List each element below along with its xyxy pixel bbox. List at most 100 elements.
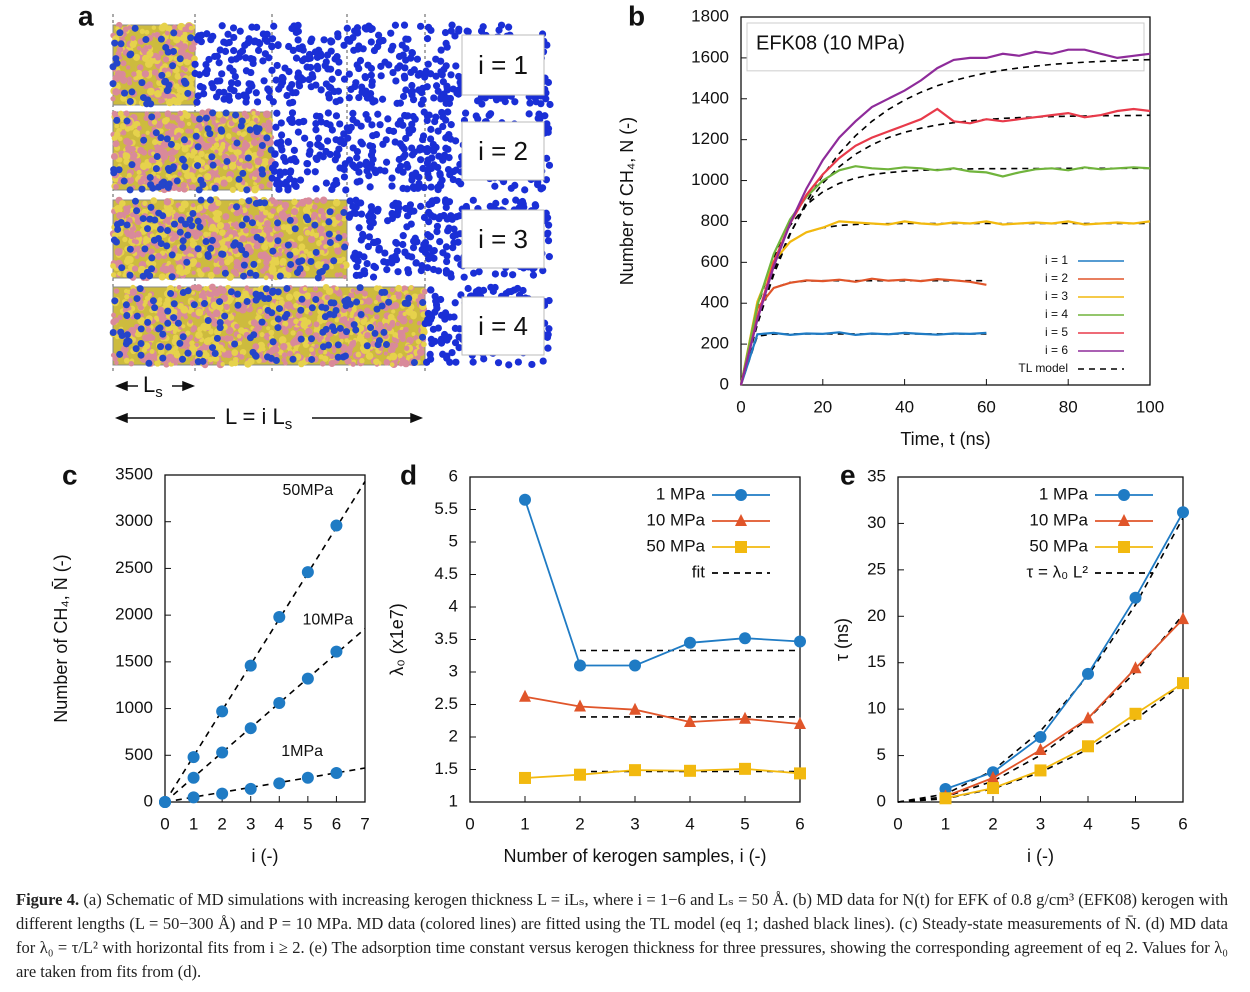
kerogen-atom: [122, 273, 127, 278]
kerogen-atom: [176, 132, 182, 138]
x-tick-label: 4: [275, 814, 284, 833]
marker: [302, 673, 314, 685]
kerogen-atom: [384, 352, 388, 356]
methane: [274, 324, 281, 331]
methane: [313, 185, 320, 192]
methane: [210, 84, 217, 91]
kerogen-atom: [162, 118, 169, 125]
methane: [226, 97, 233, 104]
x-tick-label: 3: [246, 814, 255, 833]
methane: [375, 32, 382, 39]
methane: [414, 56, 421, 63]
kerogen-atom: [196, 212, 201, 217]
methane: [147, 204, 154, 211]
x-axis-label: Number of kerogen samples, i (-): [503, 846, 766, 866]
legend-label: i = 4: [1045, 307, 1068, 321]
kerogen-atom: [144, 111, 148, 115]
x-tick-label: 6: [795, 814, 804, 833]
methane: [276, 305, 283, 312]
kerogen-atom: [204, 173, 211, 180]
methane: [452, 62, 459, 69]
methane: [355, 94, 362, 101]
kerogen-atom: [242, 290, 248, 296]
methane: [371, 330, 378, 337]
kerogen-atom: [286, 294, 293, 301]
fit-line: [898, 518, 1183, 802]
methane: [138, 325, 145, 332]
methane: [164, 227, 171, 234]
methane: [138, 79, 145, 86]
methane: [245, 197, 252, 204]
methane: [245, 154, 252, 161]
methane: [253, 353, 260, 360]
methane: [277, 143, 284, 150]
methane: [383, 341, 390, 348]
methane: [230, 34, 237, 41]
methane: [181, 163, 188, 170]
methane: [124, 118, 131, 125]
kerogen-atom: [130, 36, 135, 41]
kerogen-atom: [258, 217, 264, 223]
legend-label: i = 6: [1045, 343, 1068, 357]
kerogen-atom: [291, 199, 297, 205]
methane: [142, 36, 149, 43]
methane: [187, 34, 194, 41]
marker: [302, 566, 314, 578]
legend-label: i = 3: [1045, 289, 1068, 303]
kerogen-atom: [117, 272, 121, 276]
methane: [435, 324, 442, 331]
kerogen-atom: [315, 261, 323, 269]
methane: [273, 357, 280, 364]
kerogen-atom: [312, 204, 318, 210]
methane: [174, 177, 181, 184]
legend-label: TL model: [1018, 361, 1068, 375]
kerogen-atom: [142, 70, 149, 77]
kerogen-atom: [386, 326, 392, 332]
methane: [417, 23, 424, 30]
x-tick-label: 0: [465, 814, 474, 833]
kerogen-atom: [118, 248, 122, 252]
methane: [232, 55, 239, 62]
kerogen-atom: [230, 187, 236, 193]
methane: [196, 224, 203, 231]
methane: [256, 125, 263, 132]
methane: [295, 45, 302, 52]
methane: [268, 43, 275, 50]
methane: [452, 359, 459, 366]
methane: [397, 117, 404, 124]
methane: [448, 27, 455, 34]
methane: [442, 145, 449, 152]
kerogen-atom: [213, 309, 221, 317]
kerogen-atom: [125, 210, 130, 215]
kerogen-atom: [136, 133, 140, 137]
y-tick-label: 1000: [691, 170, 729, 189]
methane: [128, 88, 135, 95]
kerogen-atom: [137, 147, 144, 154]
kerogen-atom: [134, 239, 139, 244]
series-line: [525, 769, 800, 778]
kerogen-atom: [182, 27, 187, 32]
methane: [144, 319, 151, 326]
methane: [368, 38, 375, 45]
kerogen-atom: [279, 336, 287, 344]
methane: [275, 41, 282, 48]
marker: [794, 767, 806, 779]
kerogen-atom: [127, 205, 131, 209]
kerogen-atom: [325, 336, 330, 341]
methane: [425, 61, 432, 68]
methane: [254, 234, 261, 241]
methane: [369, 78, 376, 85]
fit-line: [741, 224, 1150, 386]
panel-label: d: [400, 459, 417, 490]
arrow-head: [183, 382, 193, 390]
methane: [315, 135, 322, 142]
methane: [169, 251, 176, 258]
methane: [273, 76, 280, 83]
y-tick-label: 10: [867, 699, 886, 718]
methane: [118, 40, 125, 47]
kerogen-atom: [189, 129, 194, 134]
kerogen-atom: [299, 199, 307, 207]
kerogen-atom: [404, 346, 409, 351]
methane: [455, 26, 462, 33]
